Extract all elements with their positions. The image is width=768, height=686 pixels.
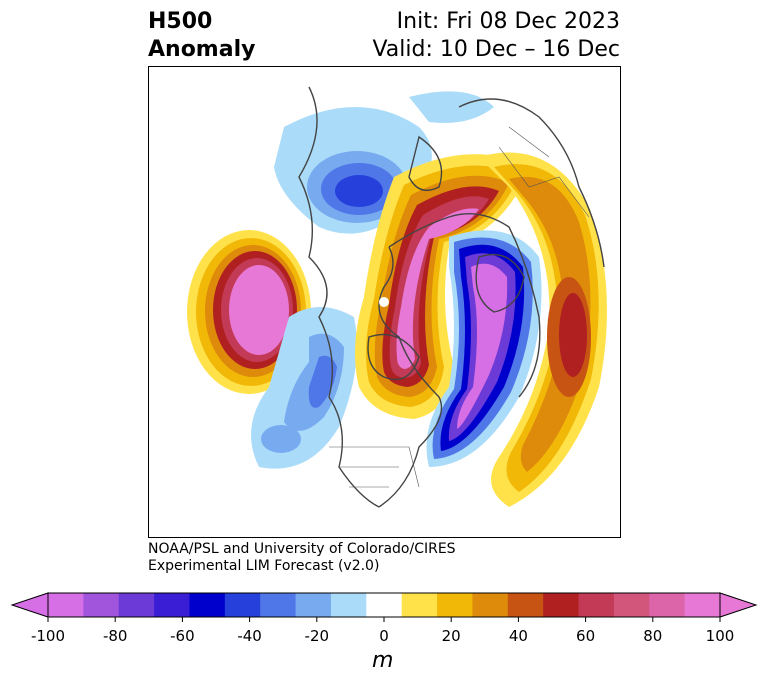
colorbar-unit: m [372,648,394,673]
colorbar-extend-low [10,592,49,618]
colorbar-swatch [330,593,367,617]
colorbar: -100 -80 -60 -40 -20 0 20 40 60 80 100 [10,592,758,645]
colorbar-tick-label: 0 [379,627,389,645]
credit-text: NOAA/PSL and University of Colorado/CIRE… [148,541,456,575]
atlantic-trough [426,230,542,467]
colorbar-swatch [118,593,155,617]
pole-marker [379,297,389,307]
colorbar-tick-label: -40 [237,627,262,645]
init-date: Init: Fri 08 Dec 2023 [396,9,620,34]
colorbar-swatch [48,593,84,617]
colorbar-swatch [578,593,615,617]
colorbar-tick-label: -80 [103,627,128,645]
colorbar-extend-high [719,592,758,618]
title-line-2: Anomaly [148,37,256,62]
colorbar-swatch [224,593,261,617]
colorbar-tick-label: 20 [442,627,461,645]
upper-trough [274,91,494,234]
pacific-ridge [187,230,311,394]
colorbar-swatch [154,593,190,617]
anomaly-map [148,66,621,538]
valid-range: Valid: 10 Dec – 16 Dec [372,37,620,62]
colorbar-tick-label: -60 [170,627,195,645]
colorbar-swatch [649,593,686,617]
asia-ridge [479,152,607,508]
arctic-ridge [355,154,529,419]
colorbar-swatch [260,593,297,617]
map-canvas [187,86,607,508]
colorbar-swatch [613,593,650,617]
colorbar-swatch [543,593,580,617]
colorbar-swatch [189,593,226,617]
colorbar-tick-label: -20 [305,627,330,645]
map-title: H500 Anomaly [148,8,255,64]
colorbar-swatch [437,593,473,617]
coastlines [298,86,605,508]
colorbar-swatch [401,593,438,617]
colorbar-tick-label: -100 [31,627,65,645]
colorbar-tick-label: 60 [576,627,595,645]
colorbar-tick-label: 40 [509,627,528,645]
credit-line-1: NOAA/PSL and University of Colorado/CIRE… [148,541,456,557]
colorbar-tick-label: 80 [643,627,662,645]
colorbar-swatch [83,593,120,617]
colorbar-swatch [295,593,332,617]
forecast-dates: Init: Fri 08 Dec 2023 Valid: 10 Dec – 16… [372,8,620,64]
colorbar-swatch [472,593,509,617]
colorbar-swatch [507,593,544,617]
title-line-1: H500 [148,9,213,34]
credit-line-2: Experimental LIM Forecast (v2.0) [148,558,380,574]
borders [329,126,590,488]
colorbar-swatch [366,593,403,617]
colorbar-swatch [684,593,721,617]
colorbar-tick-label: 100 [706,627,735,645]
